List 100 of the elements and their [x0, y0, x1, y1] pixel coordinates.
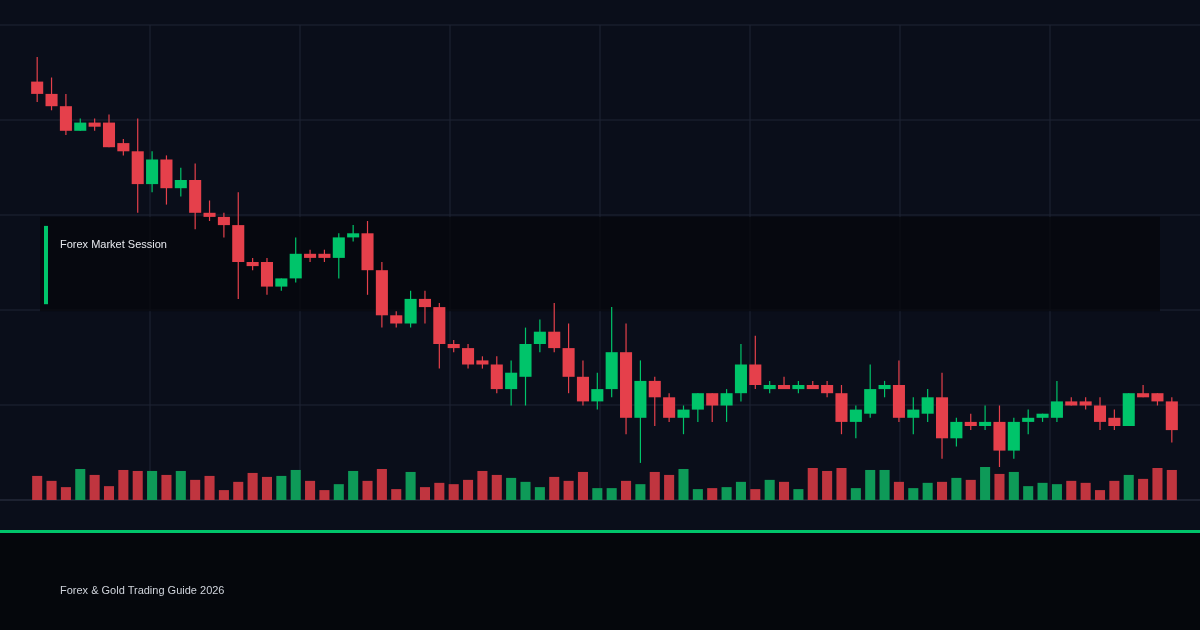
candlestick — [950, 417, 963, 448]
candlestick — [648, 376, 661, 427]
bar — [204, 475, 215, 500]
candlestick — [332, 232, 345, 279]
bar — [908, 488, 919, 500]
bar — [807, 467, 818, 500]
bar — [103, 486, 115, 500]
candlestick — [304, 249, 317, 263]
bar — [1080, 482, 1091, 500]
bar — [850, 488, 861, 500]
bar — [118, 469, 129, 500]
bar — [779, 481, 790, 500]
candlestick — [849, 404, 862, 439]
bar — [836, 467, 847, 500]
bar — [261, 476, 273, 500]
bar — [1166, 469, 1177, 500]
bar — [1109, 480, 1120, 500]
bar — [333, 484, 344, 500]
candlestick — [591, 372, 604, 411]
candlestick — [31, 56, 44, 103]
bar — [563, 480, 574, 500]
bar — [75, 468, 86, 500]
candlestick — [418, 290, 431, 325]
bar — [305, 480, 316, 500]
candlestick — [1108, 409, 1121, 431]
candlestick — [907, 396, 920, 435]
bar — [879, 469, 890, 500]
bar — [247, 472, 258, 500]
bar — [1008, 471, 1019, 500]
bar — [376, 468, 387, 500]
bar — [60, 487, 71, 500]
candlestick — [1137, 384, 1150, 398]
bar — [190, 479, 201, 500]
bar — [951, 477, 962, 500]
bar — [463, 479, 474, 500]
bar — [865, 469, 876, 500]
bar — [419, 487, 430, 500]
candlestick — [778, 376, 791, 390]
bar — [893, 481, 904, 500]
bar — [994, 473, 1005, 500]
bar — [276, 475, 287, 500]
candlestick — [749, 335, 762, 390]
bar — [721, 487, 732, 500]
bar — [1094, 490, 1106, 500]
bar — [592, 488, 603, 500]
bar — [793, 489, 804, 500]
bar — [362, 480, 373, 500]
bar — [635, 484, 646, 500]
bar — [692, 489, 703, 500]
candlestick — [1050, 380, 1063, 423]
bar — [750, 489, 761, 500]
bar — [936, 481, 948, 500]
bar — [132, 470, 143, 500]
candlestick — [1093, 396, 1107, 431]
bar — [1037, 482, 1048, 500]
bar — [534, 487, 545, 500]
bar — [822, 470, 833, 500]
text: Forex & Gold Trading Guide 2026 — [60, 584, 225, 596]
bar — [290, 469, 301, 500]
candlestick — [921, 388, 934, 423]
bar — [735, 481, 746, 500]
bar — [980, 467, 991, 500]
bar — [161, 474, 172, 500]
bar — [32, 475, 43, 500]
bar — [448, 484, 459, 500]
bar — [965, 479, 976, 500]
bar — [491, 474, 502, 500]
bar — [520, 481, 531, 500]
candlestick — [677, 404, 690, 435]
candlestick — [533, 318, 546, 353]
bar — [922, 482, 933, 500]
bar — [707, 488, 718, 500]
bar — [1152, 467, 1163, 500]
bar — [175, 470, 186, 500]
bar — [664, 474, 675, 500]
bar — [764, 479, 775, 500]
candlestick — [505, 359, 518, 407]
bar — [606, 488, 617, 500]
bar — [1138, 478, 1149, 500]
bar — [391, 489, 402, 500]
bar — [434, 482, 445, 500]
bar — [649, 471, 660, 500]
candlestick — [217, 212, 230, 238]
bar — [218, 490, 229, 500]
bar — [46, 480, 57, 500]
bar — [89, 474, 100, 500]
candlestick — [663, 392, 676, 423]
band-label: Forex Market Session — [60, 237, 167, 250]
candlestick — [462, 343, 475, 370]
bar — [1066, 480, 1077, 500]
bar — [621, 480, 632, 500]
bar — [1123, 474, 1134, 500]
candlestick — [174, 167, 187, 197]
bar — [577, 471, 588, 500]
bar — [477, 470, 488, 500]
bar — [348, 470, 359, 500]
candlestick — [691, 392, 704, 423]
bar — [506, 477, 517, 500]
bar — [147, 470, 158, 500]
candlestick — [548, 302, 561, 353]
